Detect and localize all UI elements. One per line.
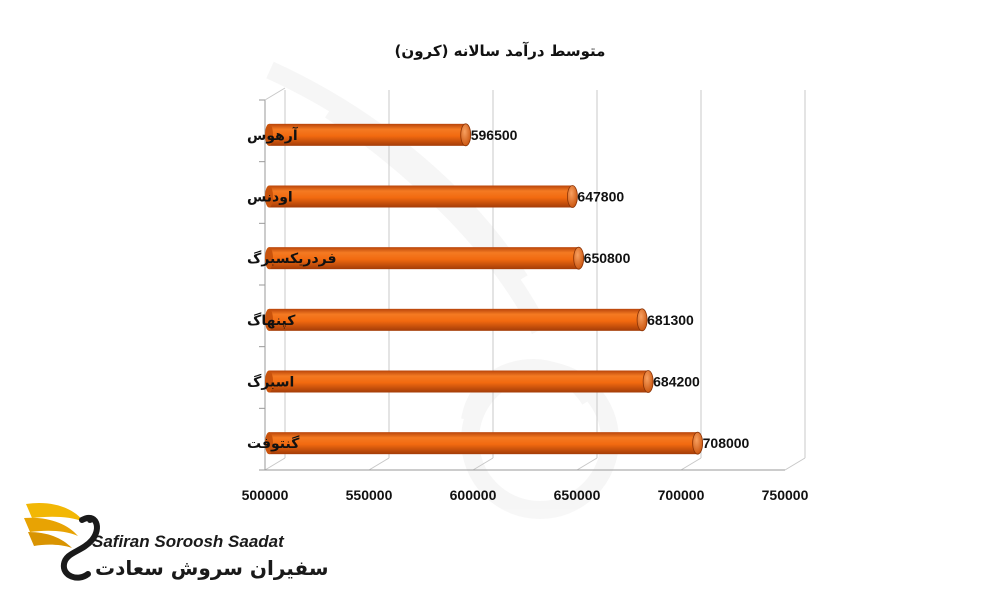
data-label: 596500 [471,127,518,143]
floor-gridline [680,457,702,471]
bar [265,370,654,393]
bar-start-cap [265,247,273,270]
bar-end-cap [460,123,472,147]
bar-body [269,308,643,331]
floor-gridline [368,457,390,471]
bar-end-cap [636,308,648,332]
x-tick-label: 750000 [762,487,809,503]
bar-body [269,123,466,146]
floor-gridline [264,457,286,471]
bar-end-cap [642,370,654,393]
bar [265,123,472,147]
bar-start-cap [265,432,273,455]
bar-body [269,370,649,393]
x-tick-label: 500000 [242,487,289,503]
bar [265,431,704,455]
category-label: اسبرگ [247,374,294,391]
bars [265,123,704,455]
category-label: فردریکسبرگ [247,250,337,267]
x-tick-label: 700000 [658,487,705,503]
floor-gridline [472,457,494,471]
wall-edge [264,87,286,101]
gridlines [264,90,806,471]
bar-body [269,432,698,455]
bar-end-cap [573,246,585,270]
swan-logo-icon [24,502,100,581]
data-label: 647800 [577,189,624,205]
category-label: کپنهاگ [247,312,296,329]
labels: 500000 550000 600000 650000 700000 750000 5965… [242,126,809,503]
x-tick-label: 550000 [346,487,393,503]
bar-end-cap [692,431,704,455]
data-label: 681300 [647,312,694,328]
data-label: 684200 [653,374,700,390]
bar [265,308,648,332]
data-label: 708000 [703,435,750,451]
x-tick-label: 600000 [450,487,497,503]
data-label: 650800 [584,250,631,266]
bar [265,246,585,270]
brand-name-en: Safiran Soroosh Saadat [92,532,284,551]
floor-gridline [784,457,806,471]
axes [259,87,785,471]
bar [265,185,578,208]
x-tick-label: 650000 [554,487,601,503]
bar-start-cap [265,370,273,393]
bar-body [269,185,573,208]
bar-end-cap [567,185,578,208]
chart-title: متوسط درآمد سالانه (کرون) [395,42,606,60]
category-label: آرهوس [247,126,299,144]
floor-gridline [576,457,598,471]
brand-name-fa: سفیران سروش سعادت [95,556,329,580]
bar-start-cap [265,123,273,146]
bar-start-cap [265,308,273,331]
category-label: گنتوفت [247,435,300,452]
bar-start-cap [265,185,273,208]
bar-body [269,247,579,270]
category-label: اودنس [247,190,293,206]
